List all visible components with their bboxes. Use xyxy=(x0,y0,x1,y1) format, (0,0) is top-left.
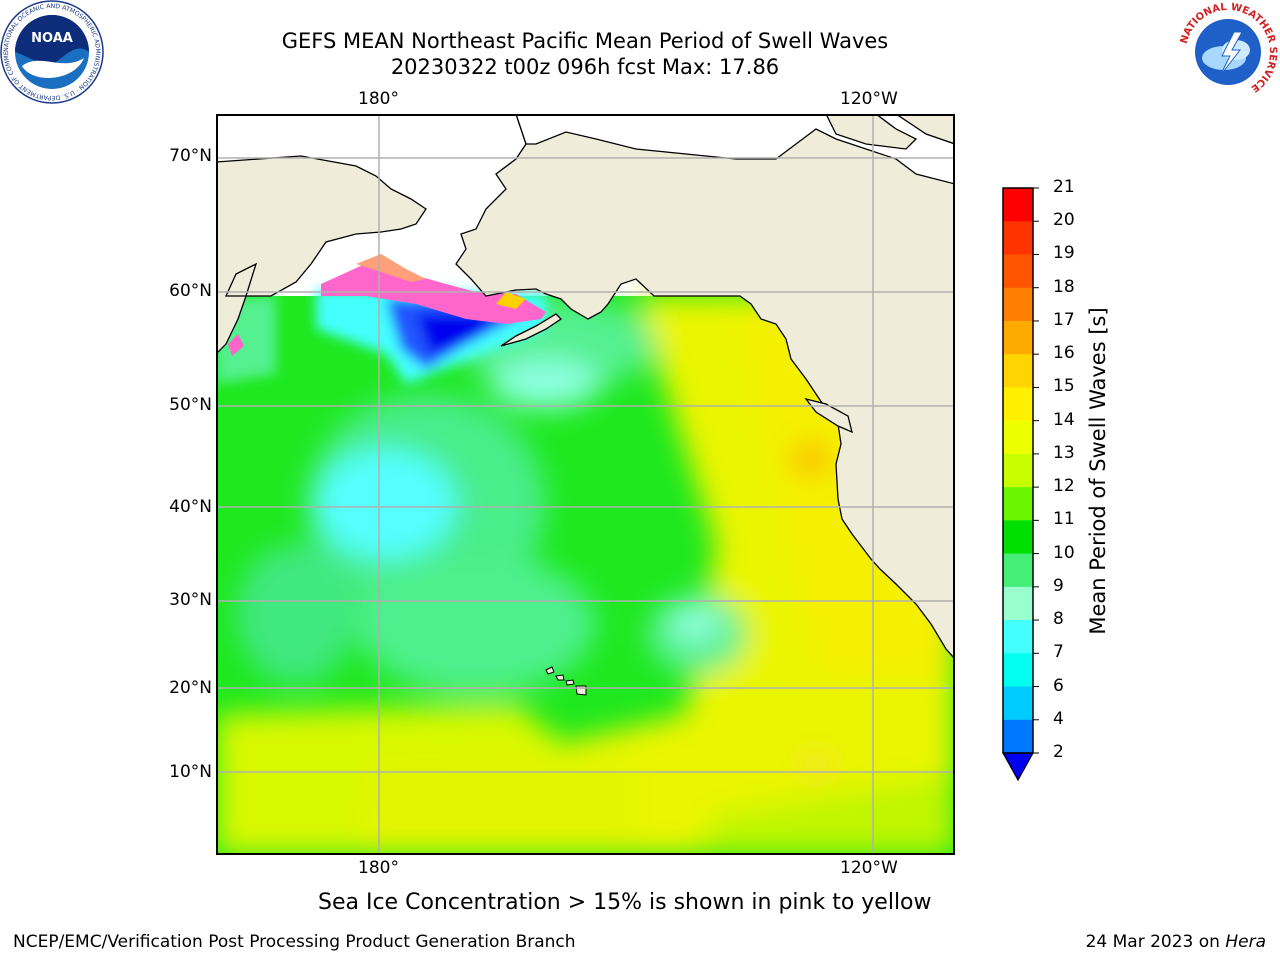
colorbar-tick-label: 2 xyxy=(1053,742,1064,762)
colorbar-under-triangle xyxy=(1001,752,1035,782)
colorbar-tick-label: 10 xyxy=(1053,542,1075,563)
colorbar-band xyxy=(1003,287,1033,322)
colorbar-band xyxy=(1003,387,1033,422)
colorbar-tick-label: 16 xyxy=(1053,343,1075,364)
footer-branch: NCEP/EMC/Verification Post Processing Pr… xyxy=(13,932,576,952)
footer-date-text: 24 Mar 2023 on xyxy=(1085,932,1226,952)
footer-date: 24 Mar 2023 on Hera xyxy=(1086,932,1266,952)
colorbar-tick-label: 20 xyxy=(1053,210,1075,231)
colorbar-tick-label: 17 xyxy=(1053,309,1075,330)
chart-title: GEFS MEAN Northeast Pacific Mean Period … xyxy=(281,29,889,53)
colorbar-band xyxy=(1003,520,1033,555)
lon-label-bottom-120w: 120°W xyxy=(840,858,898,878)
colorbar-tick-label: 8 xyxy=(1053,609,1064,630)
colorbar-band xyxy=(1003,586,1033,621)
colorbar-band xyxy=(1003,254,1033,289)
colorbar-band xyxy=(1003,686,1033,721)
colorbar-band xyxy=(1003,221,1033,255)
colorbar-tick-label: 11 xyxy=(1053,509,1075,530)
colorbar-band xyxy=(1003,487,1033,521)
lon-label-top-120w: 120°W xyxy=(840,89,898,109)
lat-label-60n: 60°N xyxy=(169,281,212,301)
land xyxy=(216,114,955,696)
colorbar-tick-label: 18 xyxy=(1053,276,1075,297)
colorbar-tick-label: 12 xyxy=(1053,476,1075,497)
colorbar-band xyxy=(1003,719,1033,754)
colorbar-tick-label: 14 xyxy=(1053,409,1075,430)
lon-label-top-180: 180° xyxy=(358,89,399,109)
colorbar-band xyxy=(1003,653,1033,688)
colorbar-label: Mean Period of Swell Waves [s] xyxy=(1086,307,1110,635)
noaa-logo-text: NOAA xyxy=(31,31,73,46)
colorbar-tick-label: 7 xyxy=(1053,642,1064,663)
lat-label-70n: 70°N xyxy=(169,146,212,166)
colorbar-band xyxy=(1003,354,1033,388)
lat-label-50n: 50°N xyxy=(169,395,212,415)
colorbar-band xyxy=(1003,453,1033,488)
colorbar-frame xyxy=(1002,187,1034,754)
colorbar-tick-label: 4 xyxy=(1053,708,1064,729)
colorbar-band xyxy=(1003,188,1033,222)
colorbar-tick-label: 21 xyxy=(1053,177,1075,197)
lat-label-30n: 30°N xyxy=(169,590,212,610)
lat-label-10n: 10°N xyxy=(169,762,212,782)
colorbar-band xyxy=(1003,553,1033,588)
colorbar-tick-label: 15 xyxy=(1053,376,1075,397)
graticule xyxy=(216,114,955,855)
map-frame xyxy=(216,114,955,855)
lon-label-bottom-180: 180° xyxy=(358,858,399,878)
nws-logo: NATIONAL WEATHER SERVICE xyxy=(1178,2,1278,102)
colorbar-band xyxy=(1003,320,1033,355)
chart-subtitle: 20230322 t00z 096h fcst Max: 17.86 xyxy=(390,55,780,79)
footer-machine: Hera xyxy=(1225,932,1266,952)
colorbar-tick-label: 9 xyxy=(1053,575,1064,596)
colorbar-tick-label: 6 xyxy=(1053,675,1064,696)
swell-period-map xyxy=(216,114,955,855)
sea-ice-caption-text: Sea Ice Concentration > 15% is shown in … xyxy=(318,890,932,915)
noaa-logo: NATIONAL OCEANIC AND ATMOSPHERIC ADMINIS… xyxy=(0,0,104,104)
colorbar-tick-label: 19 xyxy=(1053,243,1075,264)
colorbar xyxy=(1001,187,1039,782)
lat-label-20n: 20°N xyxy=(169,678,212,698)
colorbar-tick-label: 13 xyxy=(1053,442,1075,463)
lat-label-40n: 40°N xyxy=(169,497,212,517)
colorbar-band xyxy=(1003,420,1033,455)
colorbar-band xyxy=(1003,620,1033,654)
